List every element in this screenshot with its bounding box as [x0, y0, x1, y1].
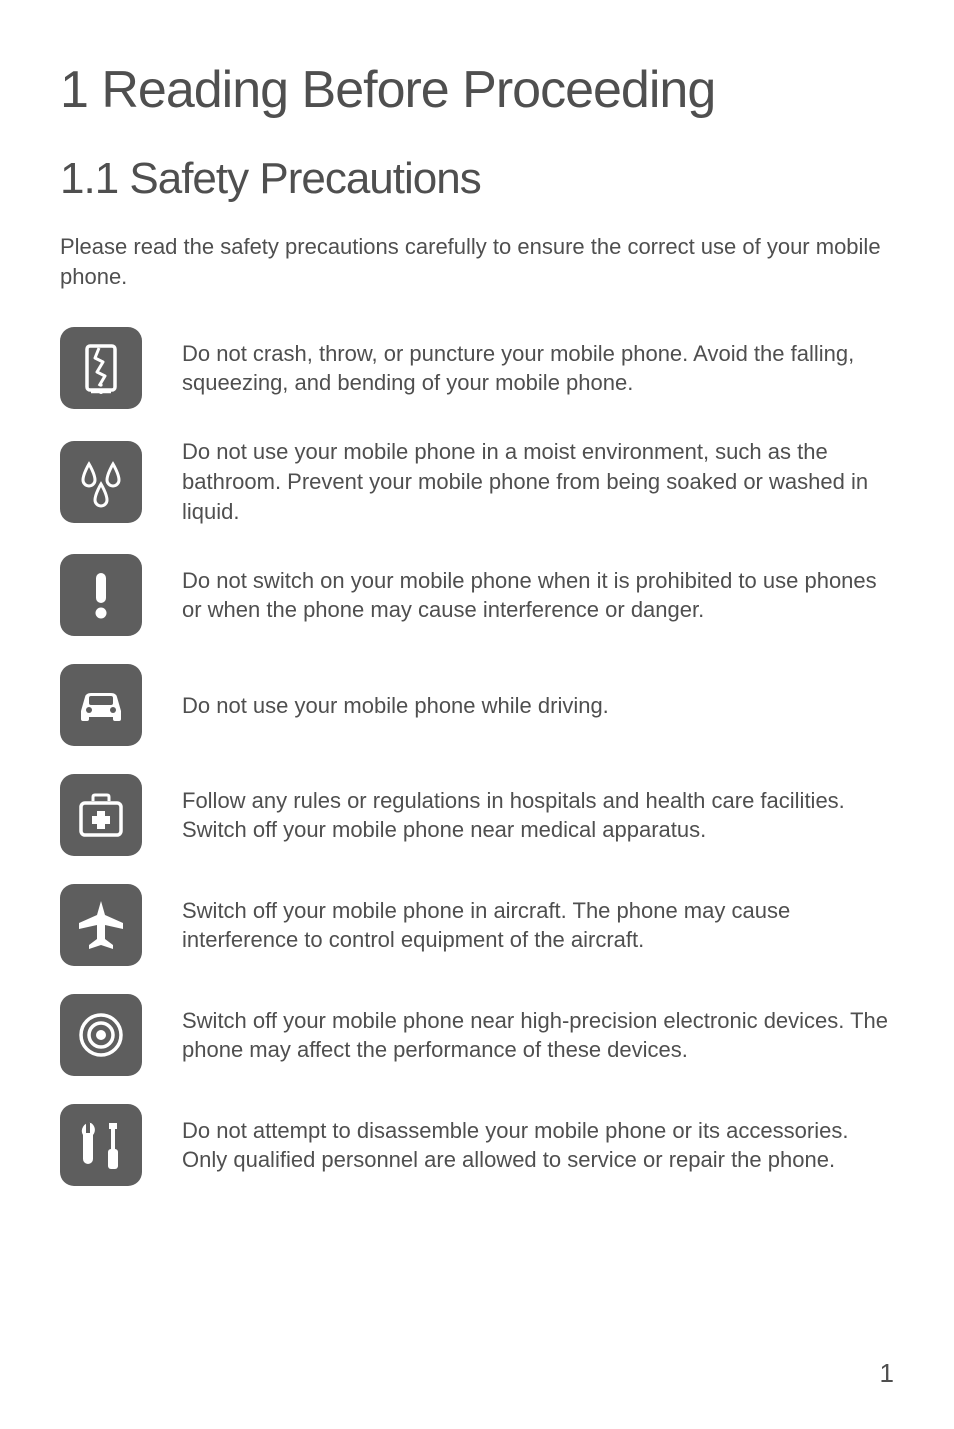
intro-paragraph: Please read the safety precautions caref…: [60, 232, 894, 291]
precaution-row-prohibited: Do not switch on your mobile phone when …: [60, 554, 894, 636]
precaution-text: Do not switch on your mobile phone when …: [182, 566, 894, 625]
precautions-list: Do not crash, throw, or puncture your mo…: [60, 327, 894, 1186]
airplane-icon: [60, 884, 142, 966]
exclamation-icon: [60, 554, 142, 636]
page-number: 1: [880, 1358, 894, 1389]
medical-kit-icon: [60, 774, 142, 856]
cracked-phone-icon: [60, 327, 142, 409]
precaution-text: Follow any rules or regulations in hospi…: [182, 786, 894, 845]
precaution-row-impact: Do not crash, throw, or puncture your mo…: [60, 327, 894, 409]
precaution-row-driving: Do not use your mobile phone while drivi…: [60, 664, 894, 746]
precaution-row-hospital: Follow any rules or regulations in hospi…: [60, 774, 894, 856]
precaution-text: Do not use your mobile phone in a moist …: [182, 437, 894, 526]
car-icon: [60, 664, 142, 746]
precaution-row-disassemble: Do not attempt to disassemble your mobil…: [60, 1104, 894, 1186]
precaution-text: Do not attempt to disassemble your mobil…: [182, 1116, 894, 1175]
precaution-text: Do not use your mobile phone while drivi…: [182, 691, 894, 721]
precaution-row-moisture: Do not use your mobile phone in a moist …: [60, 437, 894, 526]
precaution-text: Switch off your mobile phone in aircraft…: [182, 896, 894, 955]
tools-icon: [60, 1104, 142, 1186]
chapter-heading: 1 Reading Before Proceeding: [60, 60, 894, 120]
precaution-text: Do not crash, throw, or puncture your mo…: [182, 339, 894, 398]
precaution-row-electronics: Switch off your mobile phone near high-p…: [60, 994, 894, 1076]
precaution-text: Switch off your mobile phone near high-p…: [182, 1006, 894, 1065]
target-icon: [60, 994, 142, 1076]
droplets-icon: [60, 441, 142, 523]
precaution-row-aircraft: Switch off your mobile phone in aircraft…: [60, 884, 894, 966]
section-heading: 1.1 Safety Precautions: [60, 154, 894, 204]
